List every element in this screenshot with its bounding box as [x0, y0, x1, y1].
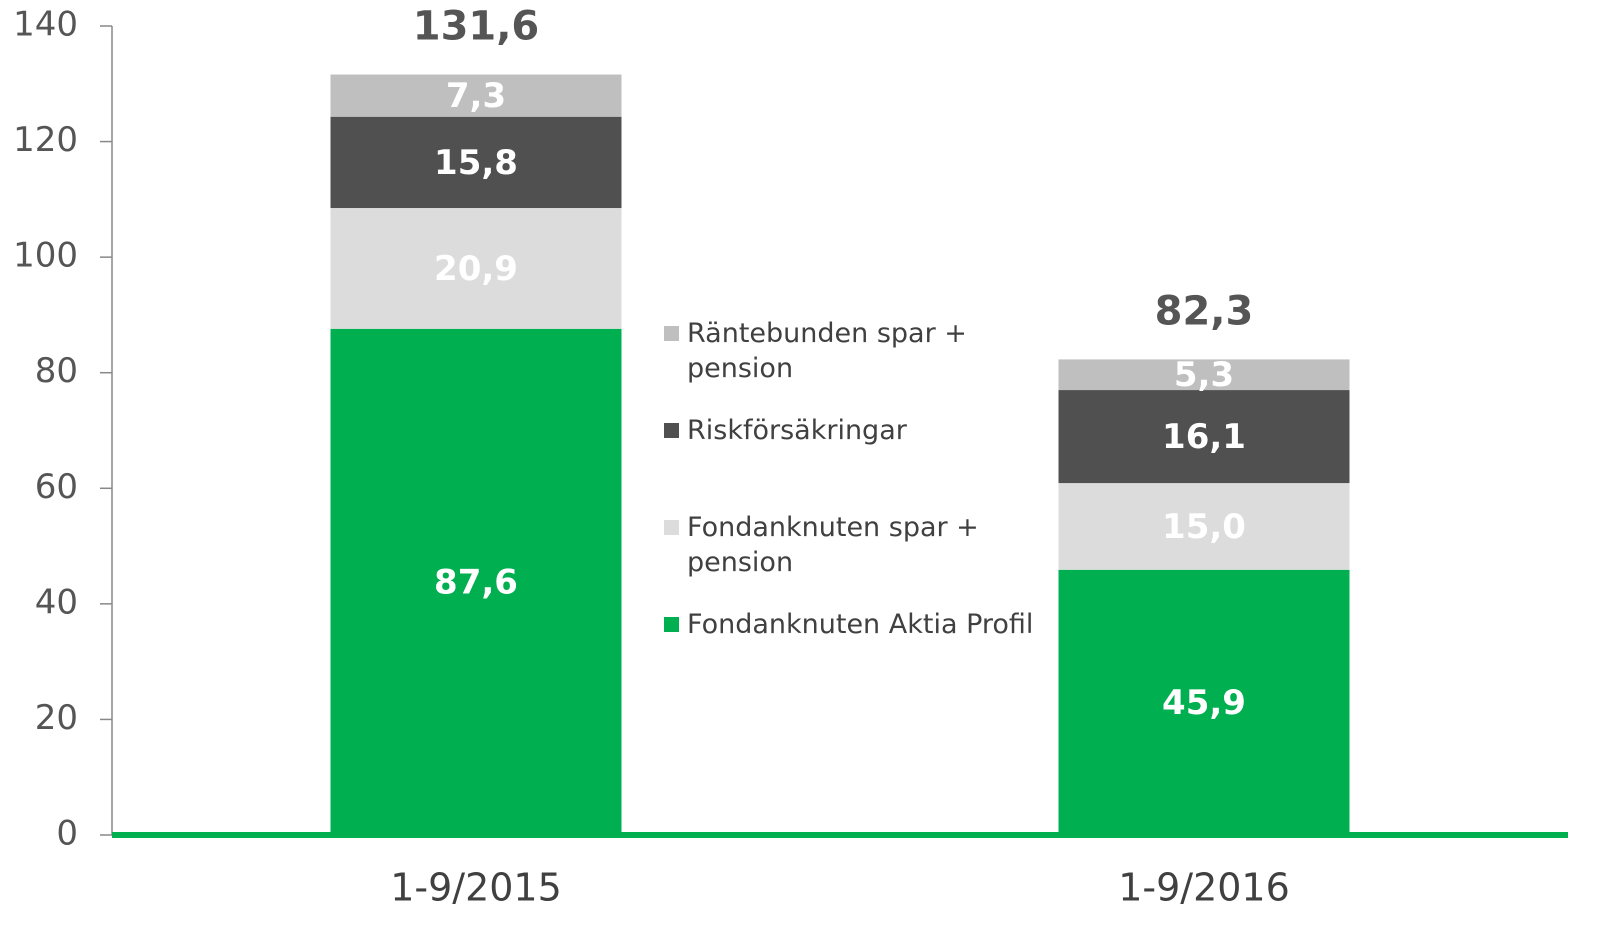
legend-item: Fondanknuten Aktia Profil	[664, 607, 1064, 642]
legend-swatch	[664, 520, 679, 535]
bar-segment	[330, 328, 622, 835]
legend-item: Räntebunden spar + pension	[664, 316, 1064, 386]
value-label: 87,6	[434, 562, 518, 602]
legend-item: Riskförsäkringar	[664, 413, 1064, 448]
y-tick-label: 0	[56, 814, 78, 854]
legend-label: Räntebunden spar + pension	[687, 318, 967, 384]
value-label: 45,9	[1162, 683, 1246, 723]
x-tick-label: 1-9/2015	[390, 866, 562, 910]
y-tick-label: 40	[35, 582, 78, 622]
value-label: 20,9	[434, 249, 518, 289]
value-label: 7,3	[446, 76, 506, 116]
y-tick-label: 20	[35, 698, 78, 738]
value-label: 15,0	[1162, 507, 1246, 547]
y-tick-label: 140	[13, 5, 78, 45]
value-label: 15,8	[434, 143, 518, 183]
bar-segment	[1058, 569, 1350, 835]
total-label: 82,3	[1155, 288, 1254, 334]
bar-segment	[330, 116, 622, 209]
legend-swatch	[664, 423, 679, 438]
legend-swatch	[664, 617, 679, 632]
value-label: 16,1	[1162, 417, 1246, 457]
bar-segment	[330, 208, 622, 329]
bar-segment	[1058, 359, 1350, 391]
legend-item: Fondanknuten spar + pension	[664, 510, 1064, 580]
bar-segment	[1058, 483, 1350, 570]
legend-label: Fondanknuten Aktia Profil	[687, 609, 1034, 640]
y-tick-label: 80	[35, 351, 78, 391]
bar-segment	[330, 74, 622, 117]
legend-label: Fondanknuten spar + pension	[687, 512, 979, 578]
total-label: 131,6	[413, 4, 540, 50]
y-tick-label: 120	[13, 120, 78, 160]
bar-segment	[1058, 390, 1350, 484]
x-tick-label: 1-9/2016	[1118, 866, 1290, 910]
y-tick-label: 60	[35, 467, 78, 507]
y-tick-label: 100	[13, 236, 78, 276]
legend-label: Riskförsäkringar	[687, 415, 907, 446]
legend-swatch	[664, 326, 679, 341]
value-label: 5,3	[1174, 355, 1234, 395]
